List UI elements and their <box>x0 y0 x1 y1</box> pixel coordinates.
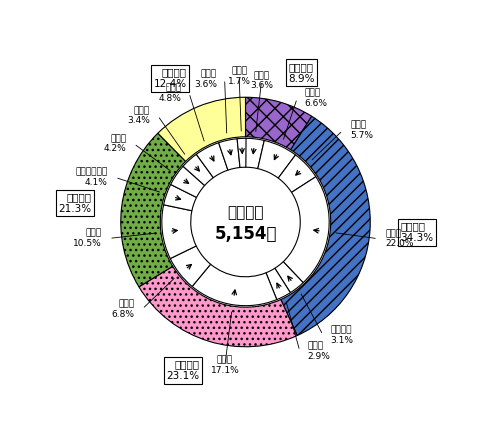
Text: 土浦市
2.9%: 土浦市 2.9% <box>307 341 330 361</box>
Wedge shape <box>218 139 240 170</box>
Wedge shape <box>283 177 329 283</box>
Text: 鹿行地域
8.9%: 鹿行地域 8.9% <box>288 62 315 83</box>
Text: 神栖市
3.6%: 神栖市 3.6% <box>194 69 217 89</box>
Text: つくば市
3.1%: つくば市 3.1% <box>330 325 354 345</box>
Wedge shape <box>246 97 312 150</box>
Wedge shape <box>275 262 303 293</box>
Text: その他
4.8%: その他 4.8% <box>159 83 181 103</box>
Text: ひたちなか市
4.1%: ひたちなか市 4.1% <box>75 167 108 187</box>
Wedge shape <box>258 140 296 178</box>
Text: 5,154所: 5,154所 <box>214 225 277 243</box>
Text: 日立市
6.8%: 日立市 6.8% <box>111 300 135 319</box>
Text: その他
22.0%: その他 22.0% <box>385 229 414 248</box>
Wedge shape <box>162 205 196 258</box>
Wedge shape <box>158 97 246 161</box>
Wedge shape <box>171 166 205 198</box>
Text: 県央地域
12.4%: 県央地域 12.4% <box>154 67 187 89</box>
Text: 事業所数: 事業所数 <box>227 206 264 220</box>
Wedge shape <box>237 139 246 167</box>
Text: その他
3.6%: その他 3.6% <box>250 71 273 90</box>
Text: 県北地域
21.3%: 県北地域 21.3% <box>58 192 91 214</box>
Wedge shape <box>183 155 213 186</box>
Text: 筑西市
5.7%: 筑西市 5.7% <box>351 121 373 140</box>
Text: その他
17.1%: その他 17.1% <box>211 356 239 375</box>
Text: 水戸市
4.2%: 水戸市 4.2% <box>104 134 126 153</box>
Text: 県西地域
34.3%: 県西地域 34.3% <box>400 222 434 243</box>
Wedge shape <box>121 133 186 287</box>
Wedge shape <box>170 246 211 286</box>
Wedge shape <box>139 266 297 347</box>
Text: 笠間市
3.4%: 笠間市 3.4% <box>127 106 150 125</box>
Wedge shape <box>192 264 277 305</box>
Wedge shape <box>278 155 316 192</box>
Wedge shape <box>164 184 196 211</box>
Text: 県南地域
23.1%: 県南地域 23.1% <box>167 360 200 381</box>
Text: 古河市
6.6%: 古河市 6.6% <box>305 88 328 108</box>
Wedge shape <box>196 143 228 178</box>
Wedge shape <box>281 116 370 336</box>
Wedge shape <box>266 268 290 300</box>
Wedge shape <box>246 139 264 169</box>
Text: 行方市
1.7%: 行方市 1.7% <box>228 66 250 86</box>
Text: その他
10.5%: その他 10.5% <box>73 229 102 248</box>
